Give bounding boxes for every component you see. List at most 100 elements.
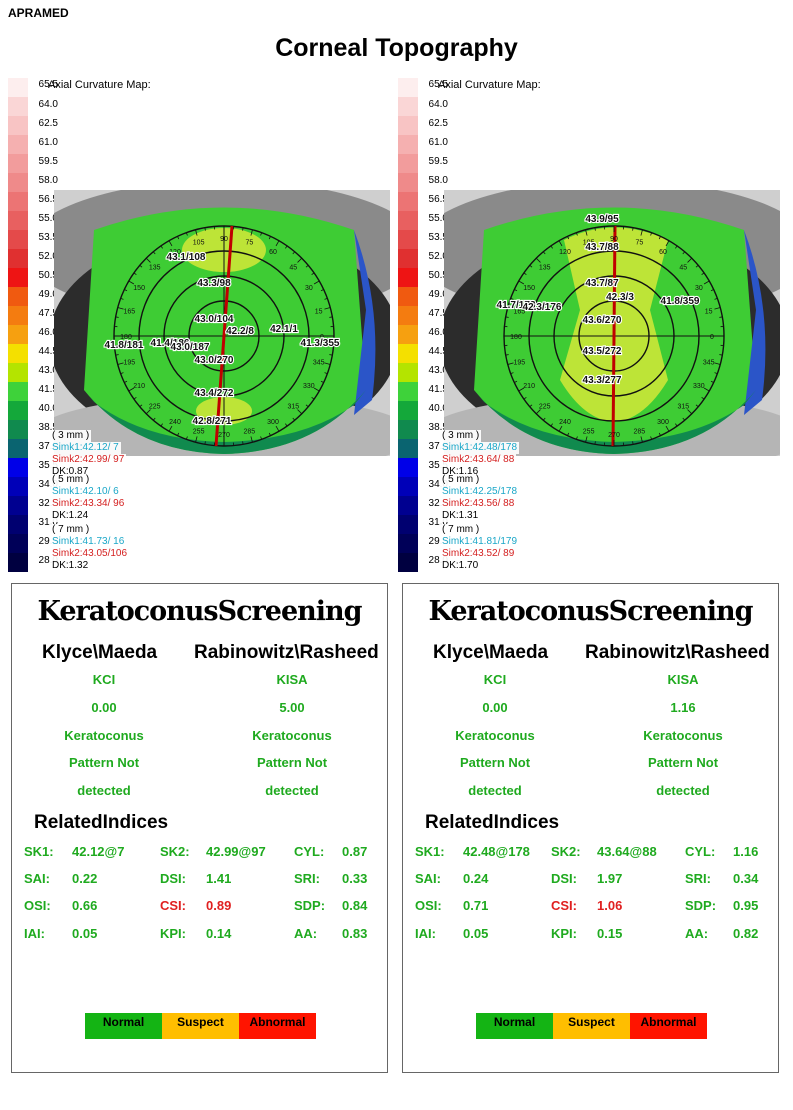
scale-swatch <box>8 211 28 230</box>
map-title: Axial Curvature Map: <box>438 79 541 91</box>
scale-swatch <box>8 534 28 553</box>
simk2-value: Simk2:43.05/106 <box>50 548 130 560</box>
page-title: Corneal Topography <box>275 34 518 62</box>
angle-tick <box>542 417 546 421</box>
angle-tick <box>204 227 206 231</box>
col1-line2: Pattern Not <box>68 755 140 770</box>
klyce-maeda-title: Klyce\Maeda <box>42 642 158 663</box>
simk2-value: Simk2:43.34/ 96 <box>50 498 127 510</box>
scale-swatch <box>8 230 28 249</box>
keratoconus-screening-panel: KeratoconusScreening Klyce\Maeda Rabinowit… <box>402 583 779 1073</box>
index-label: SAI: <box>415 871 441 886</box>
col2-line2: Pattern Not <box>647 755 719 770</box>
scale-swatch <box>398 173 418 192</box>
scale-step: 50.5 <box>8 268 58 287</box>
col2-value: 1.16 <box>670 700 696 715</box>
scale-value: 34.0 <box>38 479 58 490</box>
angle-tick <box>505 354 509 356</box>
angle-tick <box>505 316 509 318</box>
scale-value: 47.5 <box>428 308 448 319</box>
index-label: SRI: <box>685 871 711 886</box>
angle-tick <box>714 372 718 374</box>
col2-index-name: KISA <box>667 672 699 687</box>
angle-tick <box>518 280 525 285</box>
index-label: SK2: <box>160 844 190 859</box>
curvature-value-label: 43.7/88 <box>585 242 619 253</box>
scale-value: 52.0 <box>38 251 58 262</box>
legend-suspect: Suspect <box>162 1013 239 1039</box>
angle-tick <box>260 436 262 440</box>
angle-label: 45 <box>289 265 297 272</box>
angle-label: 135 <box>539 265 551 272</box>
angle-tick <box>311 272 315 275</box>
scale-step: 46.0 <box>8 325 58 344</box>
scale-step: 29.5 <box>398 534 448 553</box>
curvature-value-label: 43.9/95 <box>585 214 619 225</box>
angle-tick <box>507 307 514 310</box>
related-indices-title: RelatedIndices <box>425 812 560 833</box>
angle-tick <box>523 272 527 275</box>
angle-tick <box>594 227 596 231</box>
angle-label: 270 <box>218 432 230 439</box>
simk1-value: Simk1:42.25/178 <box>440 486 520 498</box>
angle-label: 0 <box>320 334 324 341</box>
simk1-value: Simk1:42.48/178 <box>440 442 520 454</box>
scale-swatch <box>398 325 418 344</box>
scale-step: 58.0 <box>8 173 58 192</box>
status-legend: Normal Suspect Abnormal <box>85 1013 317 1039</box>
angle-tick <box>285 245 288 249</box>
index-label: DSI: <box>160 871 186 886</box>
scale-value: 49.0 <box>428 289 448 300</box>
angle-tick <box>145 257 151 263</box>
angle-tick <box>186 232 188 236</box>
scale-value: 46.0 <box>428 327 448 338</box>
angle-tick <box>324 372 328 374</box>
angle-label: 15 <box>315 309 323 316</box>
scale-value: 32.5 <box>428 498 448 509</box>
scale-swatch <box>8 135 28 154</box>
angle-label: 195 <box>513 359 525 366</box>
scale-step: 35.5 <box>8 458 58 477</box>
index-value: 0.66 <box>72 898 98 913</box>
angle-tick <box>701 397 705 400</box>
scale-value: 59.5 <box>38 156 58 167</box>
angle-label: 315 <box>677 403 689 410</box>
scale-step: 58.0 <box>398 173 448 192</box>
angle-tick <box>320 289 324 292</box>
scale-step: 34.0 <box>398 477 448 496</box>
scale-step: 47.5 <box>398 306 448 325</box>
scale-step: 64.0 <box>398 97 448 116</box>
angle-tick <box>695 264 699 268</box>
angle-tick <box>675 245 678 249</box>
scale-swatch <box>8 249 28 268</box>
scale-step: 55.0 <box>8 211 58 230</box>
index-label: OSI: <box>24 898 51 913</box>
curvature-value-label: 42.1/1 <box>270 324 298 335</box>
curvature-value-label: 42.2/8 <box>226 326 254 337</box>
angle-tick <box>550 245 553 249</box>
scale-swatch <box>398 306 418 325</box>
scale-step: 29.5 <box>8 534 58 553</box>
scale-value: 29.5 <box>428 536 448 547</box>
scale-value: 61.0 <box>38 137 58 148</box>
scale-swatch <box>398 344 418 363</box>
angle-tick <box>585 436 588 443</box>
angle-tick <box>687 257 693 263</box>
angle-tick <box>124 289 128 292</box>
angle-tick <box>714 307 721 310</box>
index-value: 0.71 <box>463 898 489 913</box>
index-label: SK1: <box>24 844 54 859</box>
scale-value: 52.0 <box>428 251 448 262</box>
col1-value: 0.00 <box>91 700 117 715</box>
col1-index-name: KCI <box>483 672 507 687</box>
angle-label: 270 <box>608 432 620 439</box>
angle-label: 300 <box>267 419 279 426</box>
scale-value: 47.5 <box>38 308 58 319</box>
angle-tick <box>675 423 678 427</box>
legend-abnormal: Abnormal <box>239 1013 316 1039</box>
col2-line3: detected <box>265 783 319 798</box>
scale-step: 41.5 <box>8 382 58 401</box>
curvature-value-label: 41.8/181 <box>105 340 144 351</box>
angle-tick <box>714 298 718 300</box>
angle-tick <box>120 298 124 300</box>
